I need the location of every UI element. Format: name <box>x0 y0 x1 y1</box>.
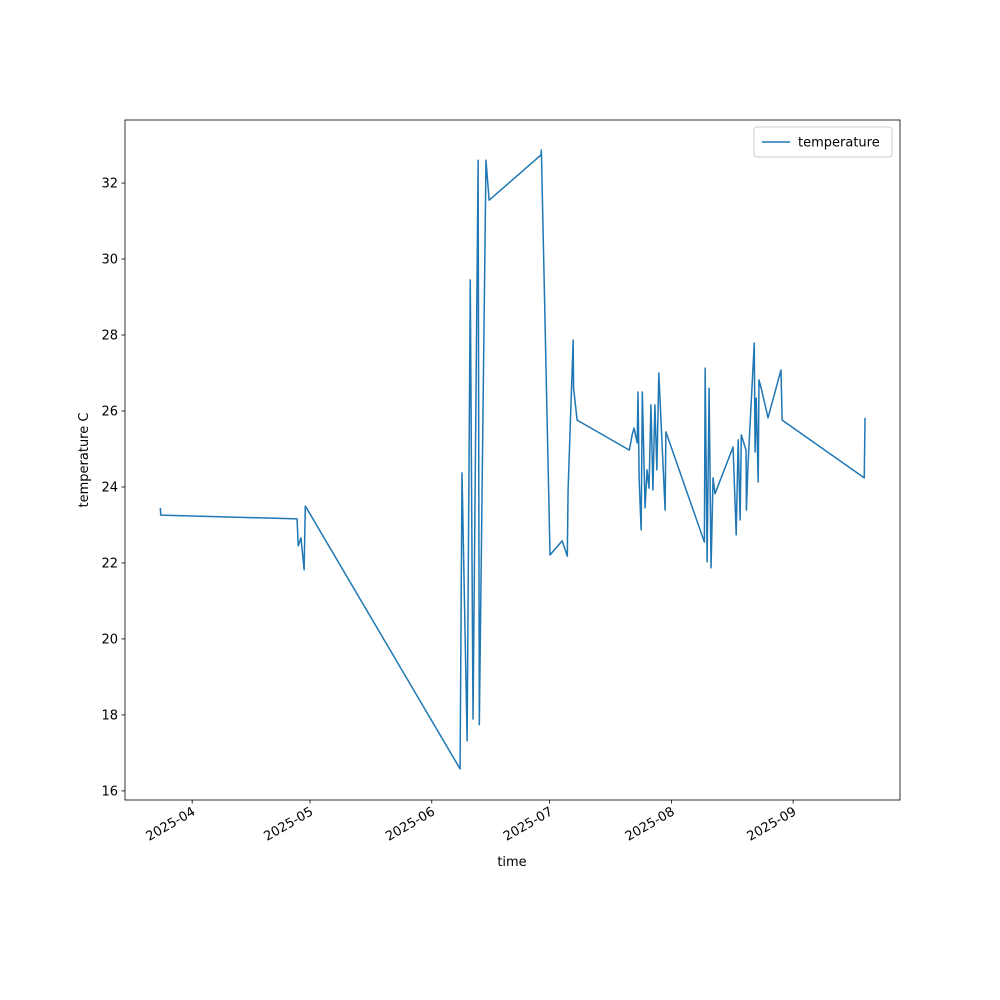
y-tick-label: 30 <box>101 253 118 268</box>
plot-frame <box>124 119 901 801</box>
y-tick-label: 18 <box>101 708 118 723</box>
legend-label: temperature <box>798 136 880 151</box>
y-tick-label: 32 <box>101 177 118 192</box>
y-tick-label: 28 <box>101 329 118 344</box>
y-tick-label: 22 <box>101 556 118 571</box>
y-tick-label: 26 <box>101 404 118 419</box>
legend-box <box>753 126 893 158</box>
x-axis-label: time <box>497 855 526 870</box>
y-tick-label: 20 <box>101 632 118 647</box>
y-tick-label: 16 <box>101 784 118 799</box>
y-tick-label: 24 <box>101 480 118 495</box>
y-axis-label: temperature C <box>77 413 92 508</box>
data-line <box>159 149 866 770</box>
